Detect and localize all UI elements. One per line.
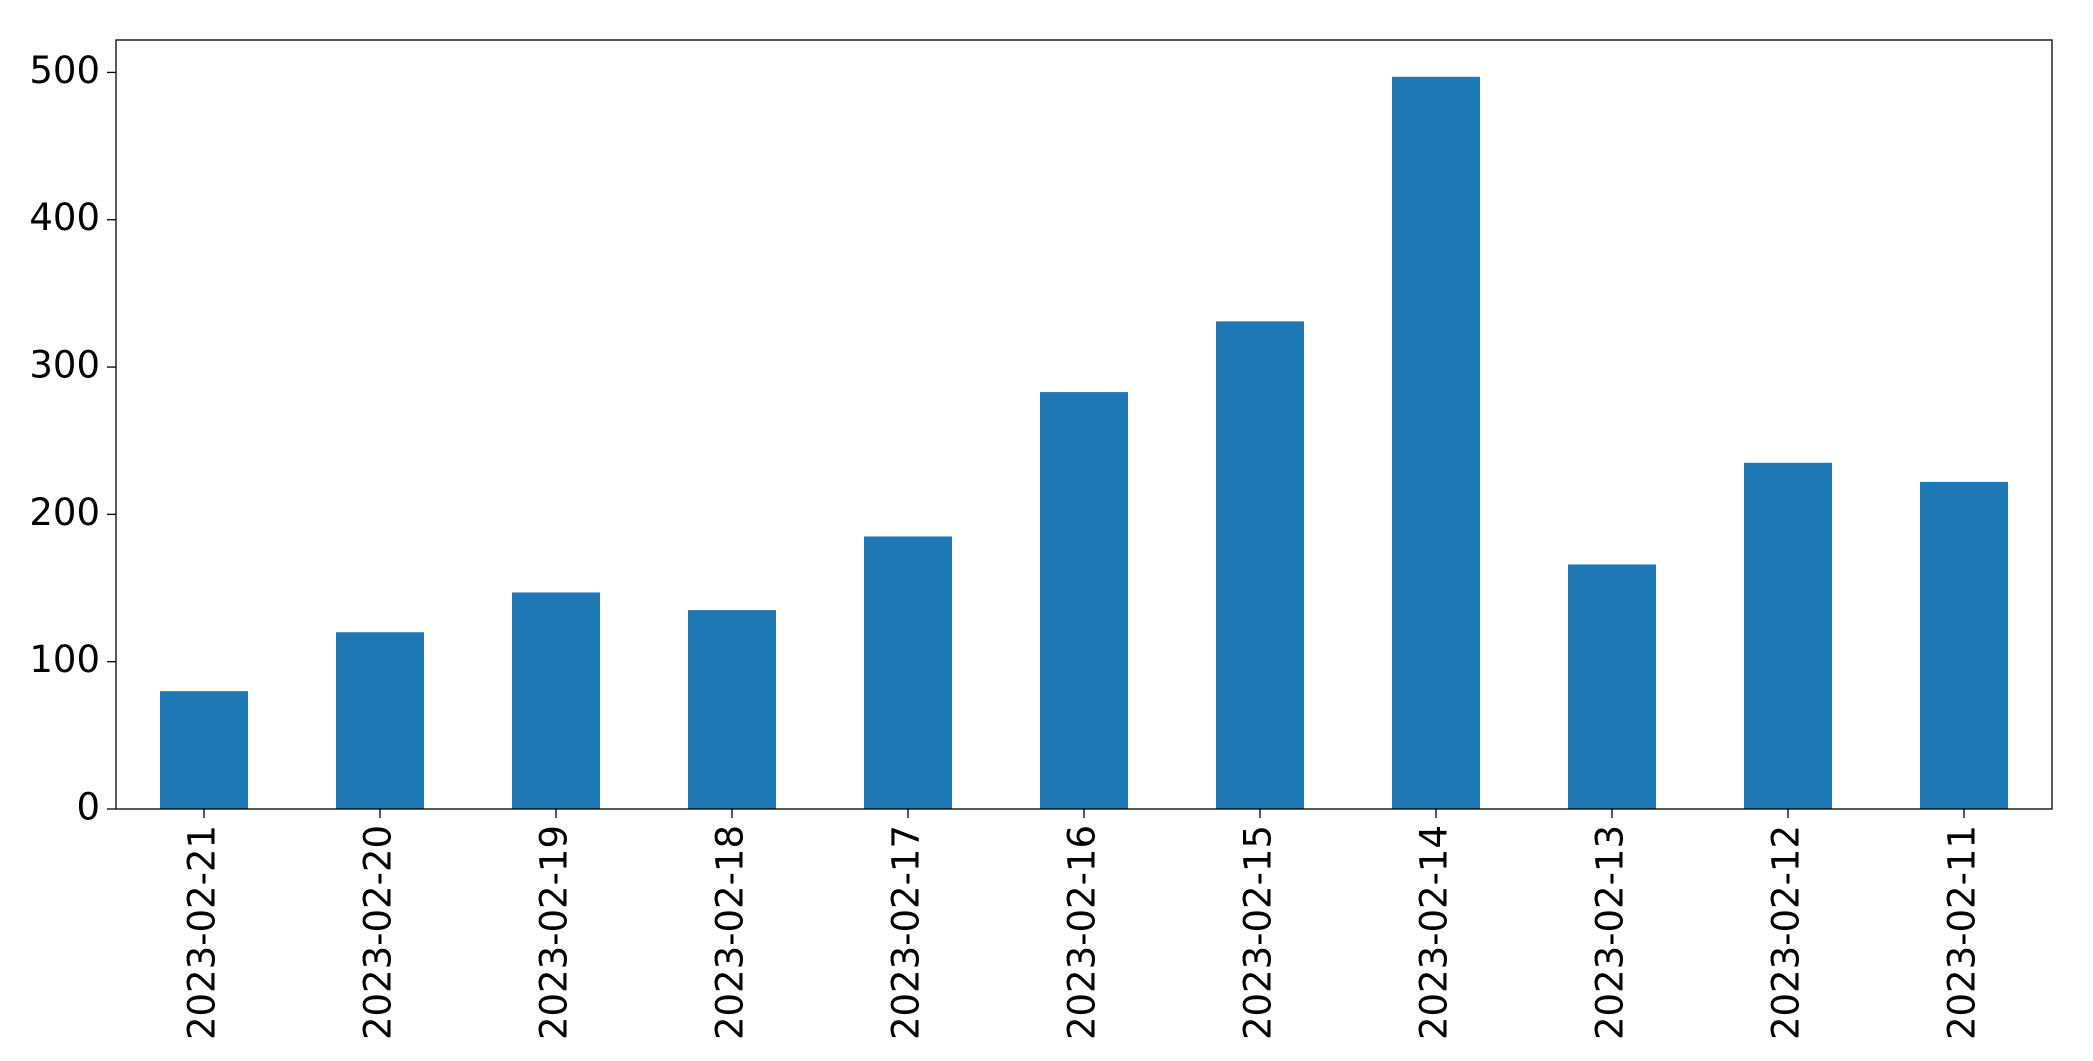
bar	[1040, 392, 1128, 809]
x-tick-label: 2023-02-11	[1941, 825, 1984, 1040]
x-tick-label: 2023-02-17	[885, 825, 928, 1040]
x-tick-label: 2023-02-15	[1237, 825, 1280, 1040]
x-tick-label: 2023-02-20	[357, 825, 400, 1040]
x-tick-label: 2023-02-14	[1413, 825, 1456, 1040]
bar	[1744, 462, 1832, 809]
bar	[1392, 76, 1480, 810]
y-tick-label: 300	[29, 344, 100, 387]
bar	[688, 610, 776, 809]
bar	[160, 691, 248, 809]
x-tick-label: 2023-02-16	[1061, 825, 1104, 1040]
bar	[1216, 321, 1304, 809]
plot-frame	[115, 39, 2053, 810]
y-tick-label: 100	[29, 638, 100, 681]
bar	[1920, 481, 2008, 809]
x-tick-label: 2023-02-12	[1765, 825, 1808, 1040]
y-tick-label: 400	[29, 196, 100, 239]
x-tick-label: 2023-02-18	[709, 825, 752, 1040]
bar	[864, 536, 952, 809]
y-tick-label: 500	[29, 49, 100, 92]
x-tick-label: 2023-02-21	[181, 825, 224, 1040]
x-tick-label: 2023-02-13	[1589, 825, 1632, 1040]
bar	[336, 632, 424, 809]
bar	[512, 592, 600, 809]
bar	[1568, 564, 1656, 809]
y-tick-label: 200	[29, 491, 100, 534]
x-tick-label: 2023-02-19	[533, 825, 576, 1040]
y-tick-label: 0	[76, 786, 100, 829]
